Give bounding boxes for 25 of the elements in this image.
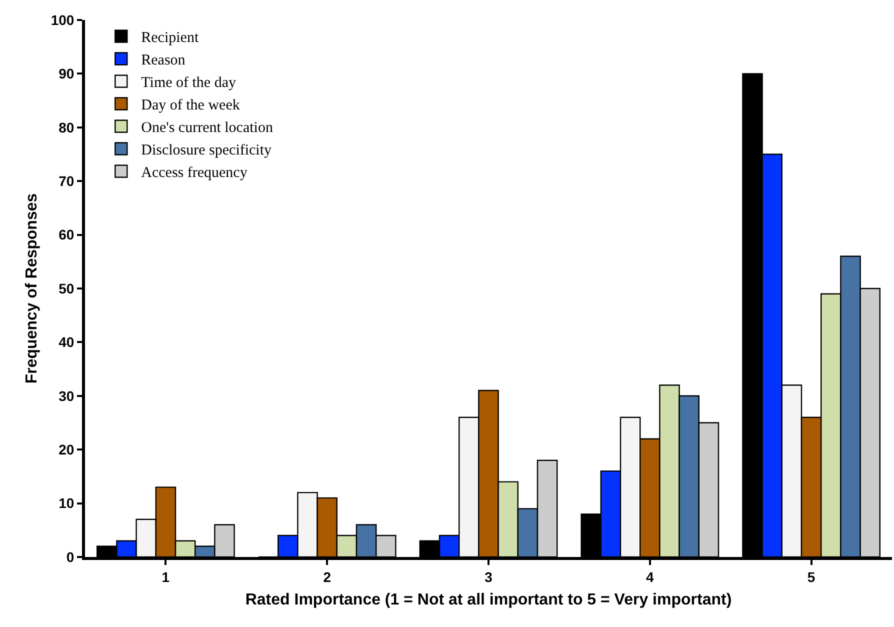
y-tick-label: 90 [58, 66, 74, 82]
x-axis-title: Rated Importance (1 = Not at all important to 5 = Very important) [245, 592, 732, 608]
x-tick-label: 5 [807, 568, 816, 585]
y-tick-label: 20 [58, 442, 74, 458]
legend-label: Time of the day [141, 75, 236, 92]
y-axis-title: Frequency of Responses [24, 193, 41, 384]
y-tick-label: 70 [58, 173, 74, 189]
legend-label: Reason [141, 52, 186, 69]
y-tick-label: 80 [58, 119, 74, 136]
y-tick-label: 10 [58, 495, 74, 512]
x-tick-label: 4 [646, 568, 654, 585]
y-tick-label: 30 [58, 388, 74, 404]
x-tick-label: 2 [323, 568, 332, 585]
y-tick-label: 50 [58, 280, 74, 296]
x-tick-label: 3 [484, 568, 493, 585]
legend-label: Recipient [141, 30, 200, 46]
legend-label: One's current location [141, 120, 274, 136]
y-tick-label: 60 [58, 226, 74, 243]
y-tick-label: 0 [66, 548, 74, 565]
x-tick-label: 1 [162, 568, 170, 585]
y-tick-label: 40 [58, 334, 74, 350]
legend-label: Day of the week [141, 98, 240, 114]
legend-label: Disclosure specificity [141, 142, 272, 159]
legend-label: Access frequency [141, 165, 248, 182]
y-tick-label: 100 [50, 12, 74, 28]
